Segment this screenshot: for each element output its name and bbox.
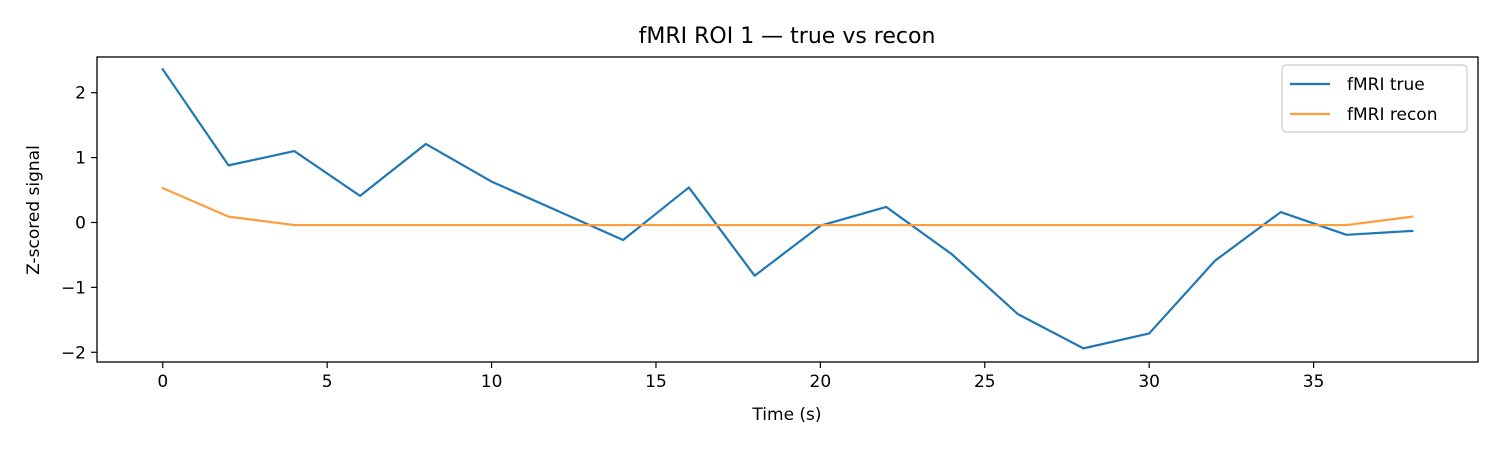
x-axis: 0 5 10 15 20 25 30 35 xyxy=(157,362,1324,392)
series-line-true xyxy=(161,67,1414,350)
legend-box xyxy=(1281,64,1468,133)
legend-label: fMRI true xyxy=(1347,75,1425,95)
x-tick-label: 15 xyxy=(645,372,667,392)
x-tick-label: 5 xyxy=(322,372,333,392)
y-tick-label: −2 xyxy=(61,343,86,363)
plot-area xyxy=(161,67,1414,350)
y-tick-label: 1 xyxy=(75,149,86,169)
legend-label: fMRI recon xyxy=(1347,105,1437,125)
y-tick-label: 2 xyxy=(75,84,86,104)
x-tick-label: 35 xyxy=(1303,372,1325,392)
chart-title: fMRI ROI 1 — true vs recon xyxy=(639,24,936,49)
x-tick-label: 25 xyxy=(974,372,996,392)
y-axis: −2 −1 0 1 2 xyxy=(61,84,97,363)
x-tick-label: 10 xyxy=(481,372,503,392)
x-tick-label: 30 xyxy=(1138,372,1160,392)
x-axis-label: Time (s) xyxy=(751,405,821,425)
series-line-recon xyxy=(161,186,1414,227)
y-tick-label: −1 xyxy=(61,278,86,298)
plot-frame xyxy=(96,56,1479,363)
y-axis-label: Z-scored signal xyxy=(24,145,44,275)
legend: fMRI true fMRI recon xyxy=(1281,64,1468,133)
x-tick-label: 20 xyxy=(810,372,832,392)
y-tick-label: 0 xyxy=(75,213,86,233)
x-tick-label: 0 xyxy=(157,372,168,392)
